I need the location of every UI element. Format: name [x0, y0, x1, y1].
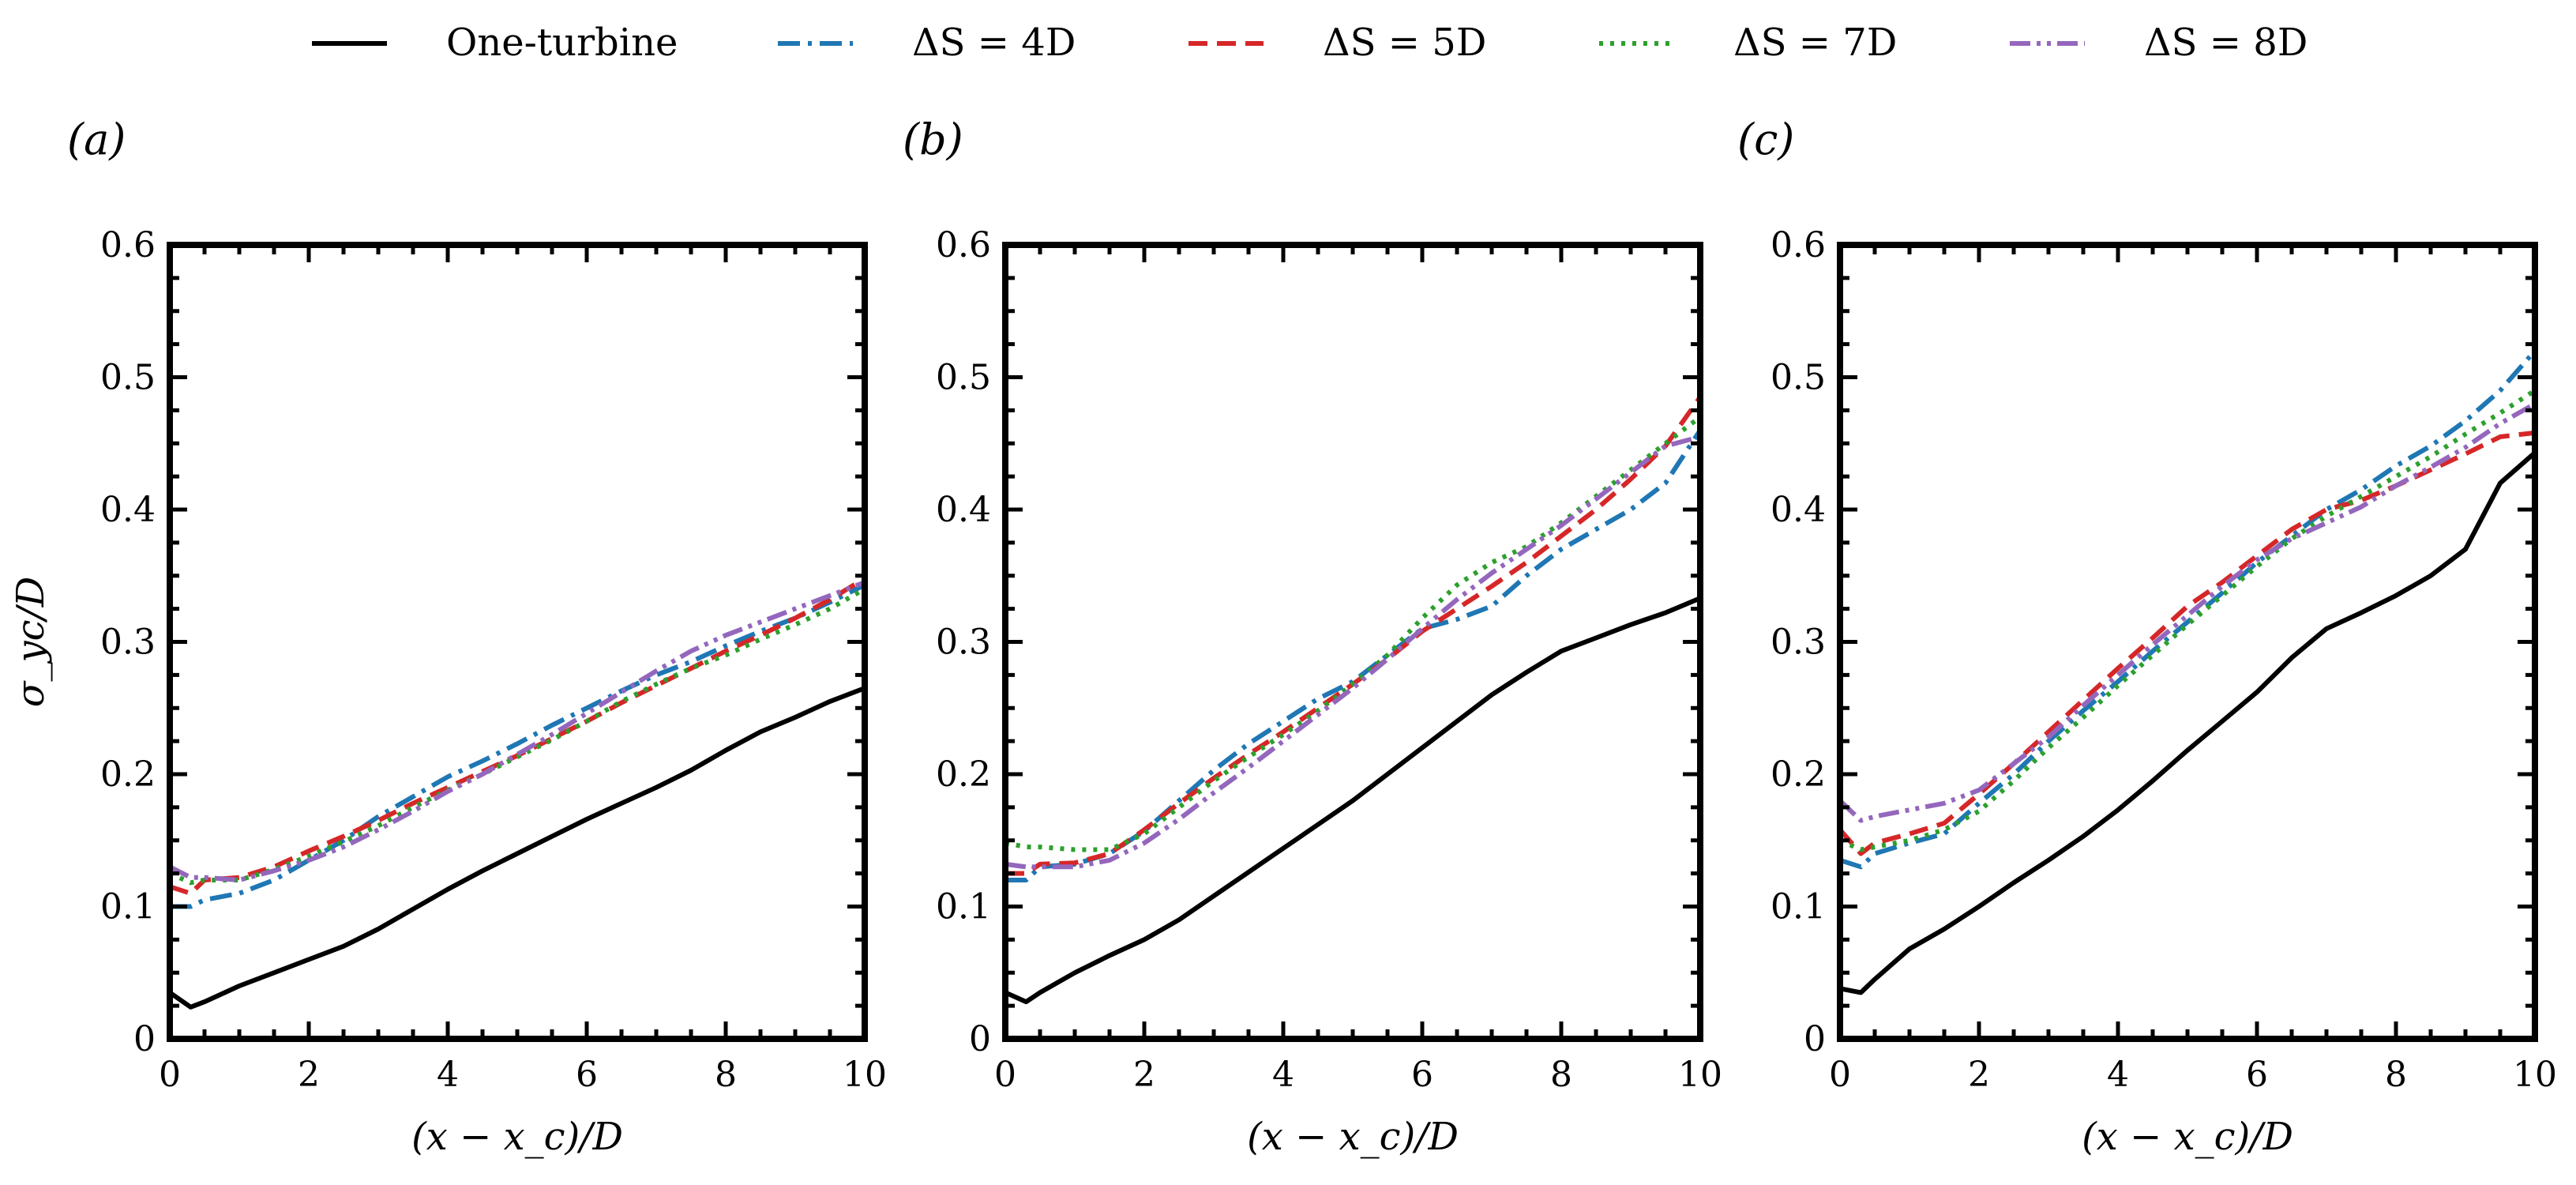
x-tick-label: 0	[994, 1055, 1016, 1095]
plot-frame	[167, 242, 868, 1042]
ticks	[1003, 243, 1703, 1041]
panel-label: (c)	[1737, 115, 1794, 164]
y-tick-label: 0.1	[1771, 887, 1826, 927]
x-axis-label: (x − x_c)/D	[2082, 1115, 2293, 1159]
series-line-one	[1840, 450, 2535, 995]
x-tick-label: 10	[843, 1055, 887, 1095]
legend: One-turbine ΔS = 4D ΔS = 5D ΔS = 7D ΔS = 8D	[312, 21, 2308, 65]
x-tick-label: 8	[2385, 1055, 2407, 1095]
legend-item-one: One-turbine	[312, 21, 678, 65]
series-line-ds7	[170, 586, 865, 886]
legend-label-one: One-turbine	[446, 21, 678, 65]
y-tick-label: 0	[1804, 1019, 1826, 1059]
y-tick-label: 0.6	[936, 225, 991, 265]
y-tick-label: 0.3	[1771, 623, 1826, 663]
series-line-ds7	[1840, 388, 2535, 852]
series-line-ds5	[170, 576, 865, 896]
x-tick-label: 6	[576, 1055, 598, 1095]
x-axis-label: (x − x_c)/D	[411, 1115, 623, 1159]
series-line-ds8	[1005, 434, 1700, 870]
x-tick-label: 8	[1550, 1055, 1572, 1095]
legend-label-ds4: ΔS = 4D	[912, 21, 1076, 65]
y-tick-label: 0.3	[936, 623, 991, 663]
x-tick-label: 2	[298, 1055, 320, 1095]
x-tick-label: 6	[2246, 1055, 2268, 1095]
y-tick-label: 0.5	[936, 358, 991, 398]
ticks	[1838, 243, 2537, 1041]
y-tick-label: 0.6	[100, 225, 156, 265]
x-tick-label: 4	[437, 1055, 459, 1095]
legend-item-ds4: ΔS = 4D	[778, 21, 1076, 65]
x-tick-label: 6	[1411, 1055, 1433, 1095]
series-line-one	[1005, 596, 1700, 1005]
y-tick-label: 0.4	[936, 490, 991, 530]
legend-item-ds8: ΔS = 8D	[2010, 21, 2308, 65]
y-tick-label: 0.5	[100, 358, 156, 398]
legend-label-ds8: ΔS = 8D	[2144, 21, 2308, 65]
y-tick-label: 0.6	[1771, 225, 1826, 265]
x-tick-label: 2	[1968, 1055, 1990, 1095]
y-tick-label: 0	[133, 1019, 156, 1059]
series-line-ds5	[1840, 430, 2535, 856]
legend-label-ds7: ΔS = 7D	[1733, 21, 1897, 65]
panels: (a) 0 2 4 6 8 10 0 0.1 0.2 0.3 0.4 0.5 0.6 (x − x_c)/D…	[9, 115, 2557, 1159]
y-tick-label: 0.2	[936, 754, 991, 795]
y-tick-label: 0.2	[1771, 754, 1826, 795]
y-tick-label: 0	[969, 1019, 991, 1059]
series-line-ds7	[1005, 415, 1700, 852]
y-tick-label: 0.1	[100, 887, 156, 927]
x-tick-label: 4	[1272, 1055, 1294, 1095]
x-axis-label: (x − x_c)/D	[1247, 1115, 1459, 1159]
y-axis-label: σ_yc/D	[9, 577, 53, 707]
x-tick-label: 4	[2107, 1055, 2129, 1095]
series-line-ds8	[1840, 401, 2535, 823]
y-tick-label: 0.5	[1771, 358, 1826, 398]
panel-a: (a) 0 2 4 6 8 10 0 0.1 0.2 0.3 0.4 0.5 0.6 (x − x_c)/D…	[9, 115, 887, 1159]
series-line-ds4	[170, 582, 865, 909]
series-group	[170, 576, 865, 1010]
series-line-one	[170, 686, 865, 1010]
y-tick-label: 0.3	[100, 623, 156, 663]
x-tick-label: 2	[1133, 1055, 1155, 1095]
legend-item-ds7: ΔS = 7D	[1599, 21, 1897, 65]
x-tick-label: 0	[1829, 1055, 1851, 1095]
panel-b: (b) 0 2 4 6 8 10 0 0.1 0.2 0.3 0.4 0.5 0.6 (x − x_c)/D	[903, 115, 1722, 1159]
plot-frame	[1002, 242, 1703, 1042]
x-tick-label: 0	[159, 1055, 181, 1095]
y-tick-label: 0.2	[100, 754, 156, 795]
panel-label: (b)	[903, 115, 963, 164]
panel-c: (c) 0 2 4 6 8 10 0 0.1 0.2 0.3 0.4 0.5 0.6 (x − x_c)/D	[1737, 115, 2557, 1159]
panel-label: (a)	[67, 115, 126, 164]
x-tick-label: 10	[2513, 1055, 2557, 1095]
ticks	[167, 243, 867, 1041]
y-tick-label: 0.4	[1771, 490, 1826, 530]
legend-label-ds5: ΔS = 5D	[1323, 21, 1486, 65]
series-group	[1840, 349, 2535, 995]
y-tick-label: 0.4	[100, 490, 156, 530]
x-tick-label: 8	[715, 1055, 737, 1095]
legend-item-ds5: ΔS = 5D	[1188, 21, 1486, 65]
y-tick-label: 0.1	[936, 887, 991, 927]
x-tick-label: 10	[1678, 1055, 1722, 1095]
plot-frame	[1837, 242, 2538, 1042]
series-line-ds4	[1840, 349, 2535, 870]
series-group	[1005, 395, 1700, 1005]
